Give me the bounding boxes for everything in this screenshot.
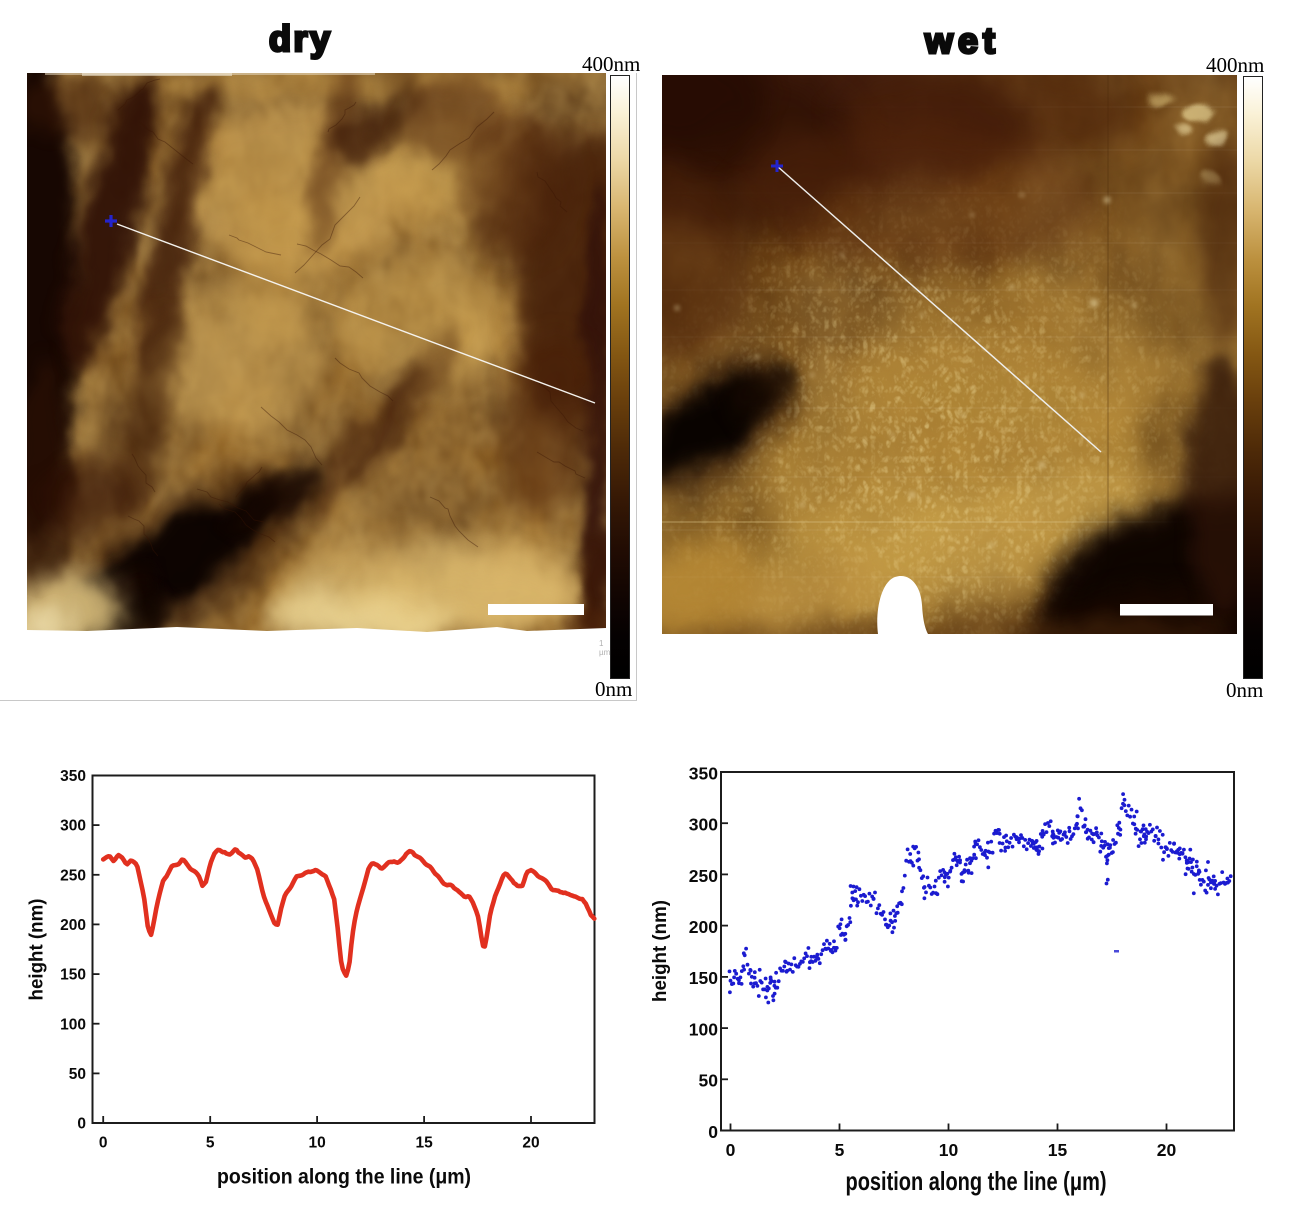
svg-text:300: 300 — [689, 815, 718, 835]
svg-text:50: 50 — [69, 1066, 86, 1083]
svg-text:150: 150 — [689, 968, 718, 988]
svg-text:50: 50 — [699, 1071, 719, 1091]
svg-text:250: 250 — [689, 866, 718, 886]
svg-text:0: 0 — [726, 1140, 736, 1160]
svg-text:15: 15 — [415, 1135, 433, 1152]
svg-text:0: 0 — [77, 1116, 86, 1133]
svg-text:300: 300 — [60, 818, 86, 835]
svg-text:position along the line (μm): position along the line (μm) — [217, 1165, 471, 1189]
svg-text:350: 350 — [689, 763, 718, 783]
svg-text:0: 0 — [99, 1135, 108, 1152]
svg-text:150: 150 — [60, 967, 86, 984]
svg-text:100: 100 — [689, 1019, 718, 1039]
svg-text:0: 0 — [708, 1122, 718, 1142]
svg-text:5: 5 — [835, 1140, 845, 1160]
svg-text:250: 250 — [60, 867, 86, 884]
svg-text:10: 10 — [308, 1135, 325, 1152]
svg-text:5: 5 — [206, 1135, 215, 1152]
svg-text:200: 200 — [60, 917, 86, 934]
svg-text:height (nm): height (nm) — [27, 899, 48, 1001]
svg-text:20: 20 — [522, 1135, 539, 1152]
svg-text:20: 20 — [1157, 1140, 1177, 1160]
svg-text:position along the line (μm): position along the line (μm) — [846, 1166, 1107, 1196]
svg-text:15: 15 — [1048, 1140, 1068, 1160]
svg-text:350: 350 — [60, 768, 86, 785]
svg-text:100: 100 — [60, 1016, 86, 1033]
svg-text:10: 10 — [939, 1140, 959, 1160]
svg-text:200: 200 — [689, 917, 718, 937]
svg-text:height (nm): height (nm) — [650, 900, 671, 1002]
